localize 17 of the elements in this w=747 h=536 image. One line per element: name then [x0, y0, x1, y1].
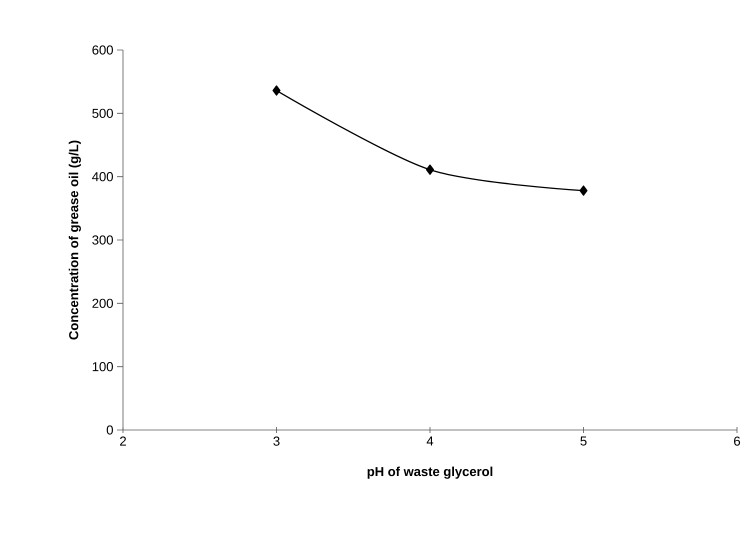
- y-tick-label: 400: [92, 172, 113, 182]
- point: [579, 185, 588, 196]
- y-tick-label: 0: [106, 425, 113, 435]
- y-tick-label: 200: [92, 298, 113, 308]
- x-tick-label: 2: [120, 436, 126, 446]
- y-tick-label: 500: [92, 108, 113, 118]
- point: [272, 85, 281, 96]
- y-tick-label: 600: [92, 45, 113, 55]
- y-axis-title: Concentration of grease oil (g/L): [68, 140, 81, 340]
- y-tick-label: 100: [92, 362, 113, 372]
- y-tick-label: 300: [92, 235, 113, 245]
- x-tick-label: 3: [273, 436, 280, 446]
- x-axis-title: pH of waste glycerol: [368, 466, 492, 479]
- x-tick-label: 5: [580, 436, 587, 446]
- x-tick-label: 4: [426, 436, 434, 446]
- point: [426, 164, 434, 175]
- x-tick-label: 6: [734, 436, 740, 446]
